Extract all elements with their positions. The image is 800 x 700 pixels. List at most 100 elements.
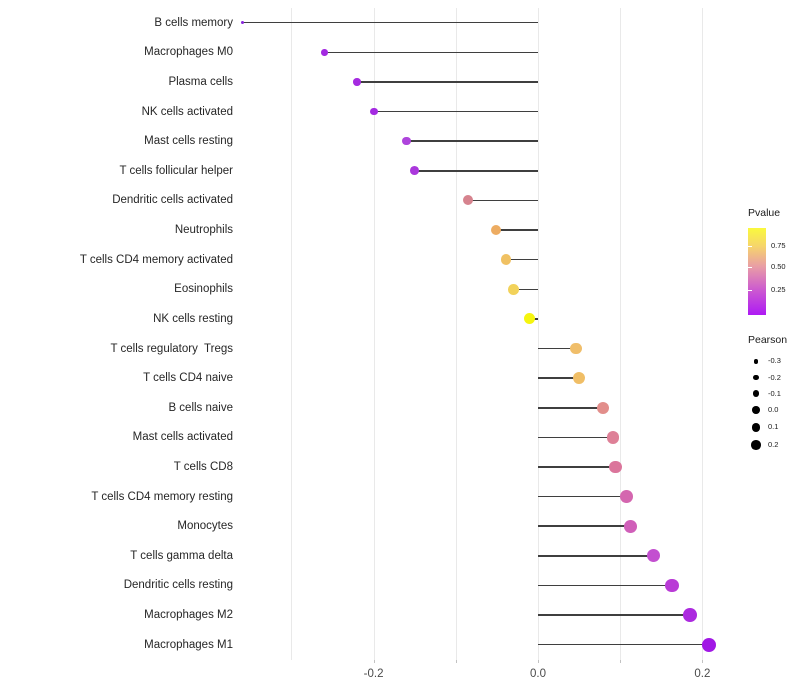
y-axis-label: T cells CD4 memory activated [79, 253, 233, 266]
x-axis-label: 0.0 [530, 668, 546, 680]
y-axis-label: T cells CD8 [173, 461, 233, 473]
colorbar-tick [748, 290, 752, 291]
y-axis-label: NK cells resting [153, 312, 233, 325]
y-axis-label: Monocytes [177, 520, 233, 533]
y-axis-label: T cells CD4 naive [143, 372, 233, 385]
data-point [500, 254, 512, 265]
size-legend-dot [751, 423, 761, 432]
size-legend-dot [751, 440, 761, 450]
y-axis-label: Mast cells activated [132, 431, 233, 444]
colorbar-tick-label: 0.25 [771, 285, 786, 294]
y-axis-label: T cells gamma delta [130, 549, 233, 562]
colorbar-tick-label: 0.75 [771, 241, 786, 250]
stem-line [373, 110, 538, 113]
stem-line [357, 81, 538, 83]
data-point [569, 342, 582, 355]
y-axis-label: NK cells activated [141, 105, 233, 118]
data-point [701, 637, 716, 652]
data-point [402, 136, 411, 146]
stem-line [538, 377, 580, 379]
x-axis-tick [620, 660, 622, 663]
y-axis-label: Macrophages M2 [144, 609, 233, 622]
size-legend-label: -0.3 [768, 356, 781, 366]
stem-line [538, 347, 576, 350]
data-point [410, 166, 420, 176]
data-point [507, 283, 519, 295]
y-axis-label: Dendritic cells resting [123, 579, 233, 592]
stem-line [513, 288, 538, 291]
x-axis-label: -0.2 [363, 668, 384, 680]
stem-line [538, 584, 672, 587]
stem-line [324, 51, 538, 54]
data-point [647, 549, 661, 563]
data-point [321, 49, 328, 56]
y-axis-label: T cells follicular helper [119, 164, 233, 177]
data-point [606, 431, 620, 444]
y-axis-label: T cells CD4 memory resting [91, 490, 233, 503]
x-gridline [373, 8, 375, 660]
stem-line [242, 21, 538, 24]
stem-line [538, 614, 691, 616]
x-gridline [455, 8, 457, 660]
size-legend-dot [752, 406, 760, 414]
stem-line [406, 140, 538, 142]
data-point [596, 401, 610, 414]
x-axis-tick [373, 660, 375, 663]
y-axis-label: Dendritic cells activated [112, 194, 233, 207]
data-point [683, 608, 697, 622]
data-point [240, 21, 244, 25]
stem-line [538, 643, 709, 646]
size-legend-label: -0.1 [768, 388, 781, 398]
stem-line [468, 199, 538, 202]
data-point [573, 372, 586, 385]
size-legend-label: -0.2 [768, 372, 781, 382]
colorbar-tick-label: 0.50 [771, 262, 786, 271]
pearson-legend-title: Pearson [748, 334, 788, 346]
stem-line [538, 525, 631, 527]
x-gridline [538, 8, 539, 660]
y-axis-label: T cells regulatory Tregs [110, 342, 233, 355]
data-point [490, 224, 502, 236]
pvalue-legend-title: Pvalue [748, 207, 781, 219]
data-point [620, 490, 634, 503]
stem-line [538, 466, 616, 468]
data-point [524, 313, 536, 325]
size-legend-label: 0.2 [768, 440, 779, 449]
stem-line [538, 555, 654, 557]
y-axis-label: Neutrophils [174, 224, 233, 237]
y-axis-label: B cells memory [154, 16, 233, 29]
stem-line [538, 436, 613, 439]
x-gridline [702, 8, 704, 660]
data-point [369, 107, 378, 116]
y-axis-label: Mast cells resting [144, 135, 233, 148]
data-point [624, 519, 638, 533]
stem-line [505, 258, 538, 261]
y-axis-label: Eosinophils [174, 283, 233, 296]
size-legend-dot [753, 374, 759, 381]
x-axis-tick [455, 660, 457, 663]
stem-line [414, 170, 538, 172]
size-legend-label: 0.0 [768, 405, 779, 414]
y-axis-label: Macrophages M1 [144, 638, 233, 651]
x-axis-label: 0.2 [694, 668, 711, 680]
colorbar-tick [748, 246, 752, 247]
y-axis-label: Macrophages M0 [144, 46, 233, 59]
x-axis-tick [538, 660, 539, 663]
y-axis-label: B cells naive [168, 401, 233, 414]
size-legend-dot [752, 390, 760, 397]
stem-line [496, 229, 538, 231]
pvalue-colorbar [748, 228, 766, 315]
size-legend-label: 0.1 [768, 422, 779, 432]
x-axis-tick [702, 660, 704, 663]
data-point [463, 195, 474, 206]
colorbar-tick [748, 267, 752, 268]
x-gridline [291, 8, 293, 660]
stem-line [538, 407, 603, 409]
stem-line [538, 495, 627, 498]
x-gridline [620, 8, 622, 660]
size-legend-dot [753, 359, 759, 364]
data-point [353, 78, 361, 86]
y-axis-label: Plasma cells [168, 75, 233, 88]
data-point [665, 578, 679, 593]
